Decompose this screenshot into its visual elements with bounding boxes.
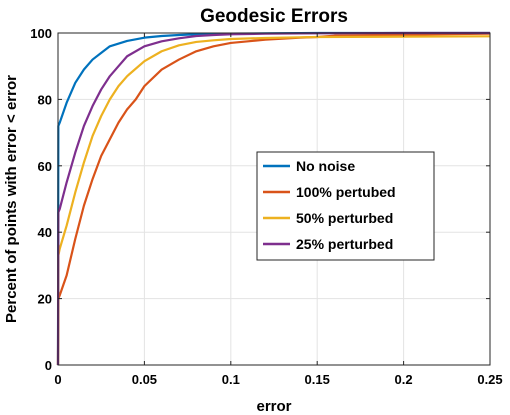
axis-ticks: 0 0.05 0.1 0.15 0.2 0.25 0 20 40 60 80 100	[30, 26, 502, 387]
series-line-2	[56, 35, 491, 366]
x-tick-label: 0.15	[305, 372, 330, 387]
legend-label: 100% pertubed	[296, 184, 396, 200]
axes-box	[57, 32, 491, 366]
legend-label: 50% perturbed	[296, 210, 393, 226]
legend-box	[256, 151, 435, 261]
x-tick-label: 0	[54, 372, 61, 387]
y-tick-label: 60	[38, 159, 52, 174]
y-axis-label: Percent of points with error < error	[3, 75, 20, 323]
x-tick-label: 0.2	[395, 372, 413, 387]
legend-label: No noise	[296, 158, 355, 174]
chart-title: Geodesic Errors	[200, 6, 348, 27]
legend: No noise 100% pertubed 50% perturbed 25% pe…	[256, 151, 435, 261]
legend-label: 25% perturbed	[296, 236, 393, 252]
y-tick-label: 100	[30, 26, 52, 41]
y-tick-label: 80	[38, 92, 52, 107]
y-tick-label: 40	[38, 225, 52, 240]
x-tick-label: 0.1	[222, 372, 240, 387]
series-line-3	[56, 31, 490, 366]
y-tick-label: 20	[38, 292, 52, 307]
x-tick-label: 0.25	[477, 372, 502, 387]
x-tick-label: 0.05	[132, 372, 157, 387]
y-tick-label: 0	[45, 358, 52, 373]
x-axis-label: error	[256, 398, 291, 415]
